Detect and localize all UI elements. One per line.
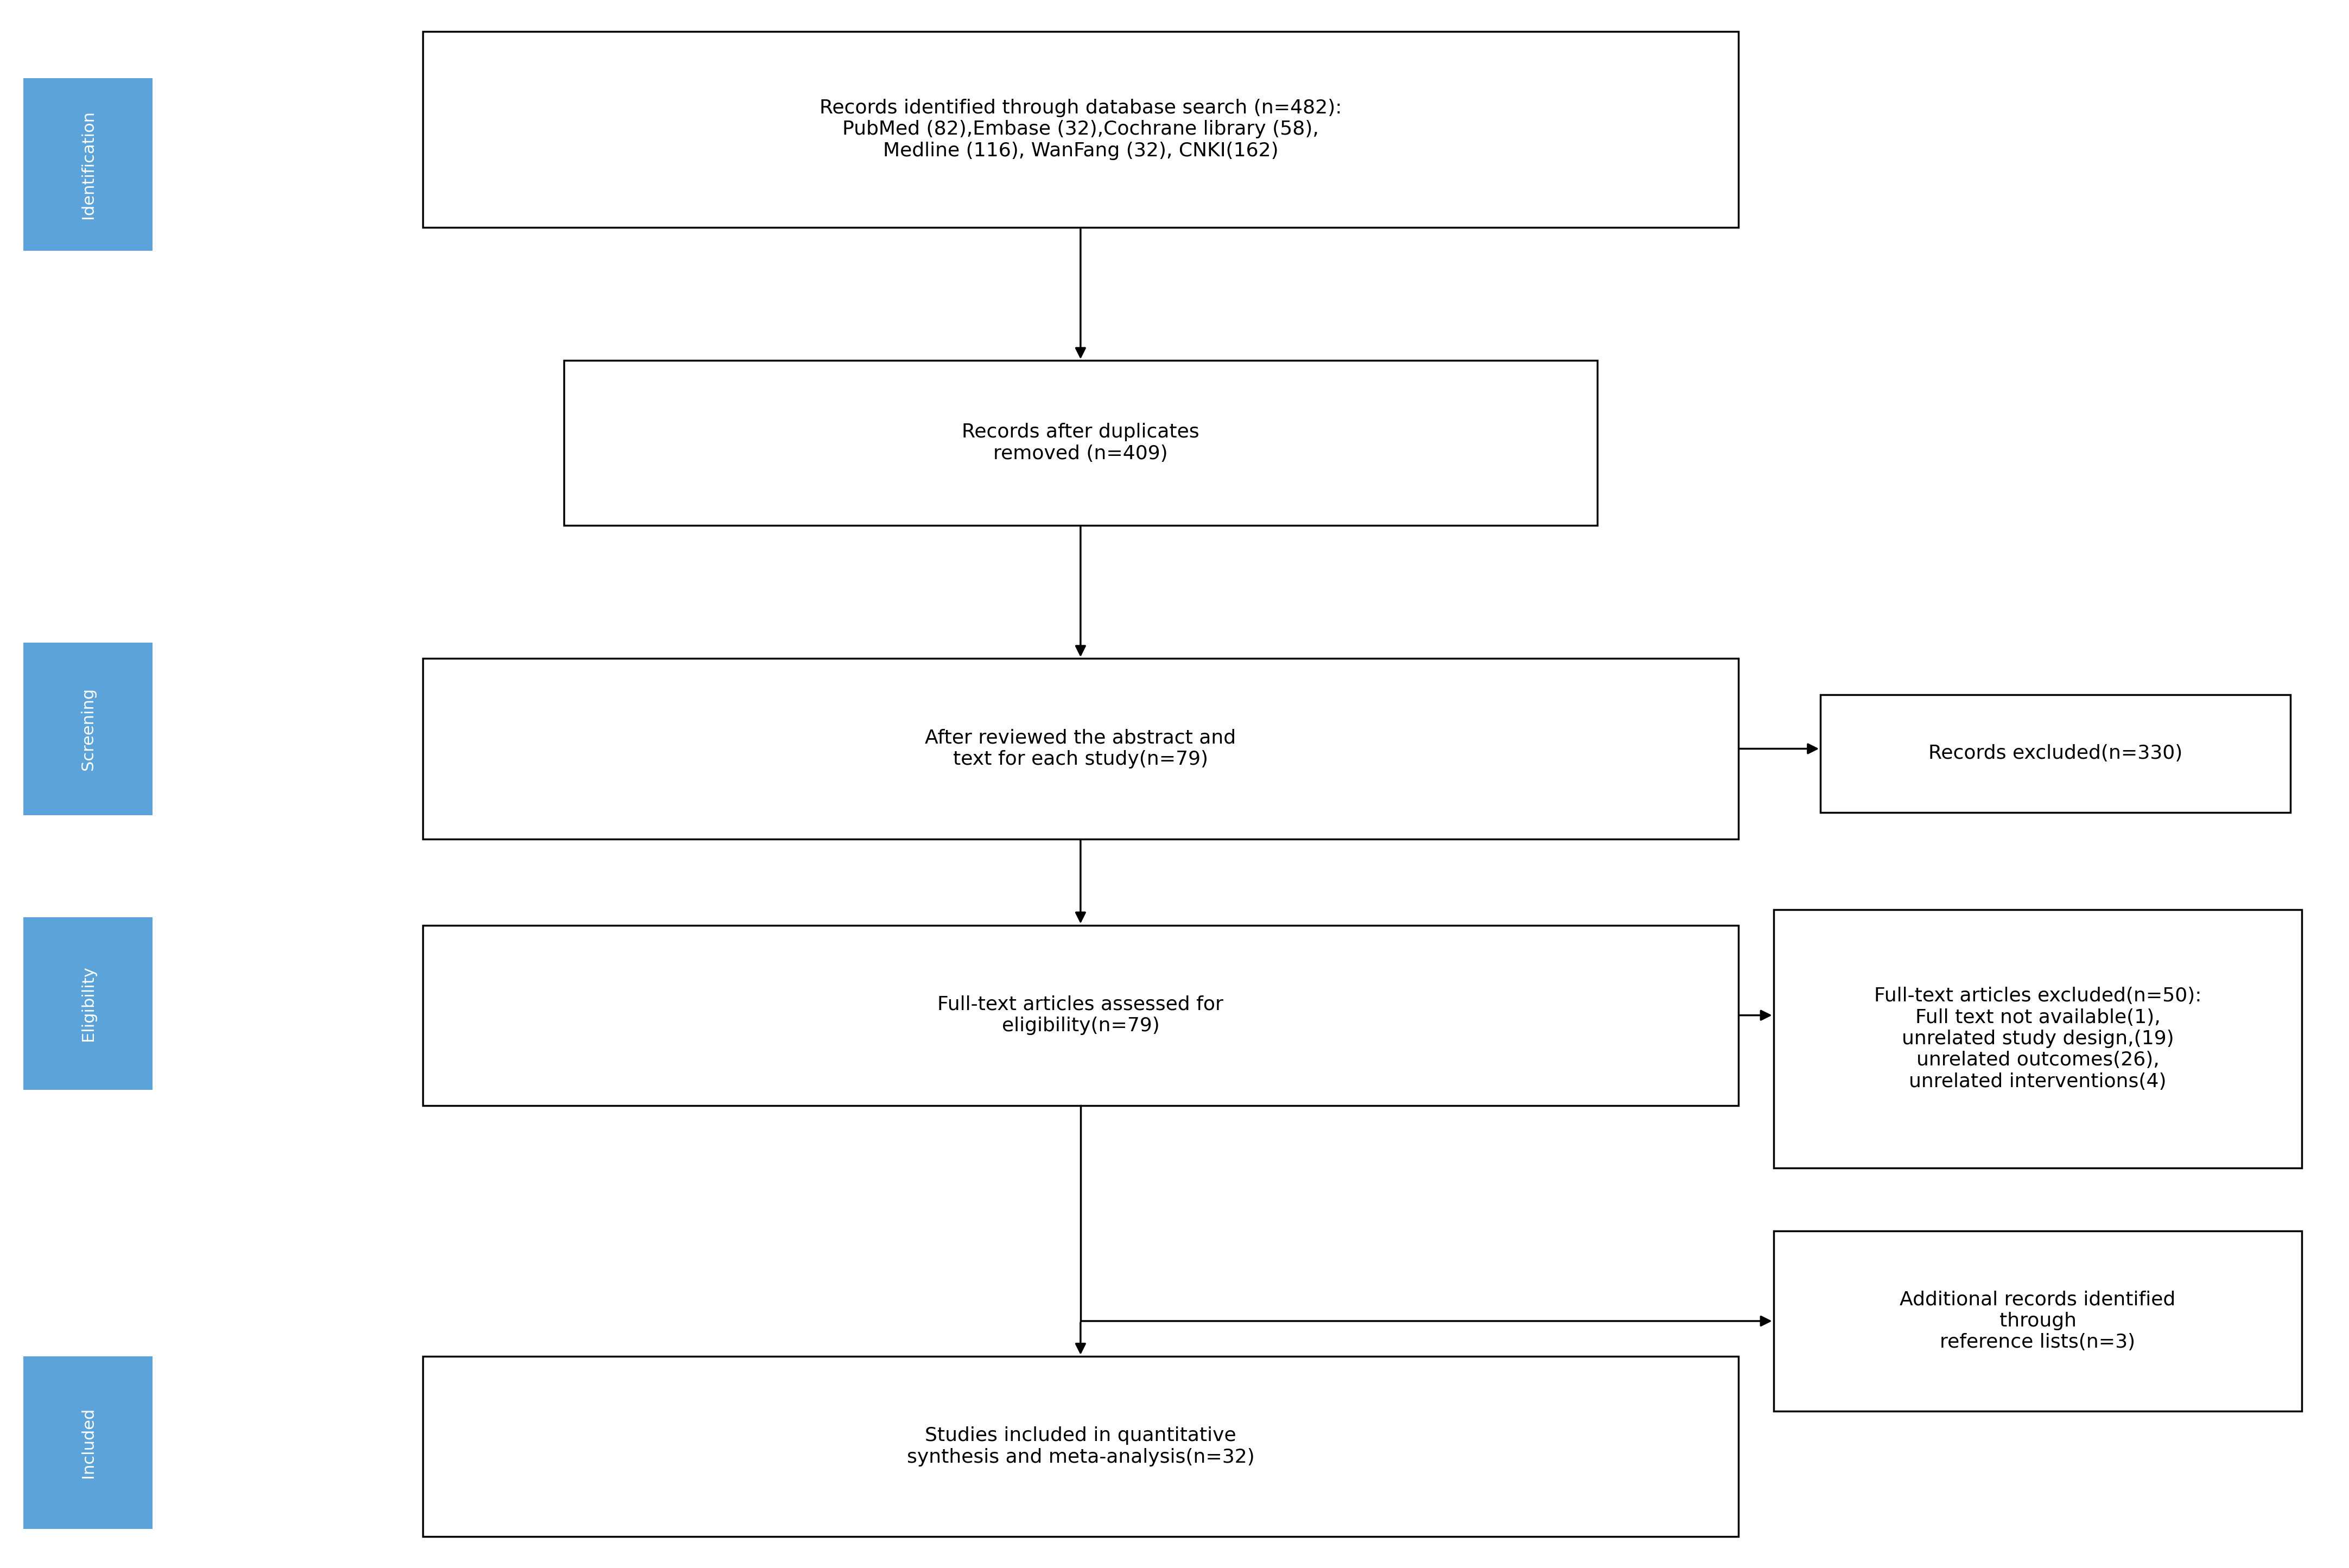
Text: Studies included in quantitative
synthesis and meta-analysis(n=32): Studies included in quantitative synthes… bbox=[907, 1427, 1254, 1466]
FancyBboxPatch shape bbox=[423, 925, 1738, 1105]
FancyBboxPatch shape bbox=[23, 78, 153, 251]
Text: Included: Included bbox=[80, 1406, 96, 1479]
FancyBboxPatch shape bbox=[564, 361, 1597, 525]
Text: Records after duplicates
removed (n=409): Records after duplicates removed (n=409) bbox=[961, 423, 1200, 463]
Text: Screening: Screening bbox=[80, 688, 96, 770]
Text: Full-text articles excluded(n=50):
Full text not available(1),
unrelated study d: Full-text articles excluded(n=50): Full … bbox=[1875, 986, 2201, 1091]
FancyBboxPatch shape bbox=[23, 643, 153, 815]
FancyBboxPatch shape bbox=[423, 1356, 1738, 1537]
FancyBboxPatch shape bbox=[23, 917, 153, 1090]
Text: After reviewed the abstract and
text for each study(n=79): After reviewed the abstract and text for… bbox=[926, 729, 1236, 768]
FancyBboxPatch shape bbox=[423, 659, 1738, 839]
FancyBboxPatch shape bbox=[423, 31, 1738, 227]
Text: Additional records identified
through
reference lists(n=3): Additional records identified through re… bbox=[1900, 1290, 2175, 1352]
FancyBboxPatch shape bbox=[1773, 1231, 2302, 1411]
Text: Records excluded(n=330): Records excluded(n=330) bbox=[1929, 745, 2182, 762]
Text: Eligibility: Eligibility bbox=[80, 966, 96, 1041]
FancyBboxPatch shape bbox=[23, 1356, 153, 1529]
Text: Records identified through database search (n=482):
PubMed (82),Embase (32),Coch: Records identified through database sear… bbox=[820, 99, 1341, 160]
Text: Identification: Identification bbox=[80, 110, 96, 220]
FancyBboxPatch shape bbox=[1820, 695, 2290, 812]
FancyBboxPatch shape bbox=[1773, 909, 2302, 1168]
Text: Full-text articles assessed for
eligibility(n=79): Full-text articles assessed for eligibil… bbox=[937, 996, 1224, 1035]
